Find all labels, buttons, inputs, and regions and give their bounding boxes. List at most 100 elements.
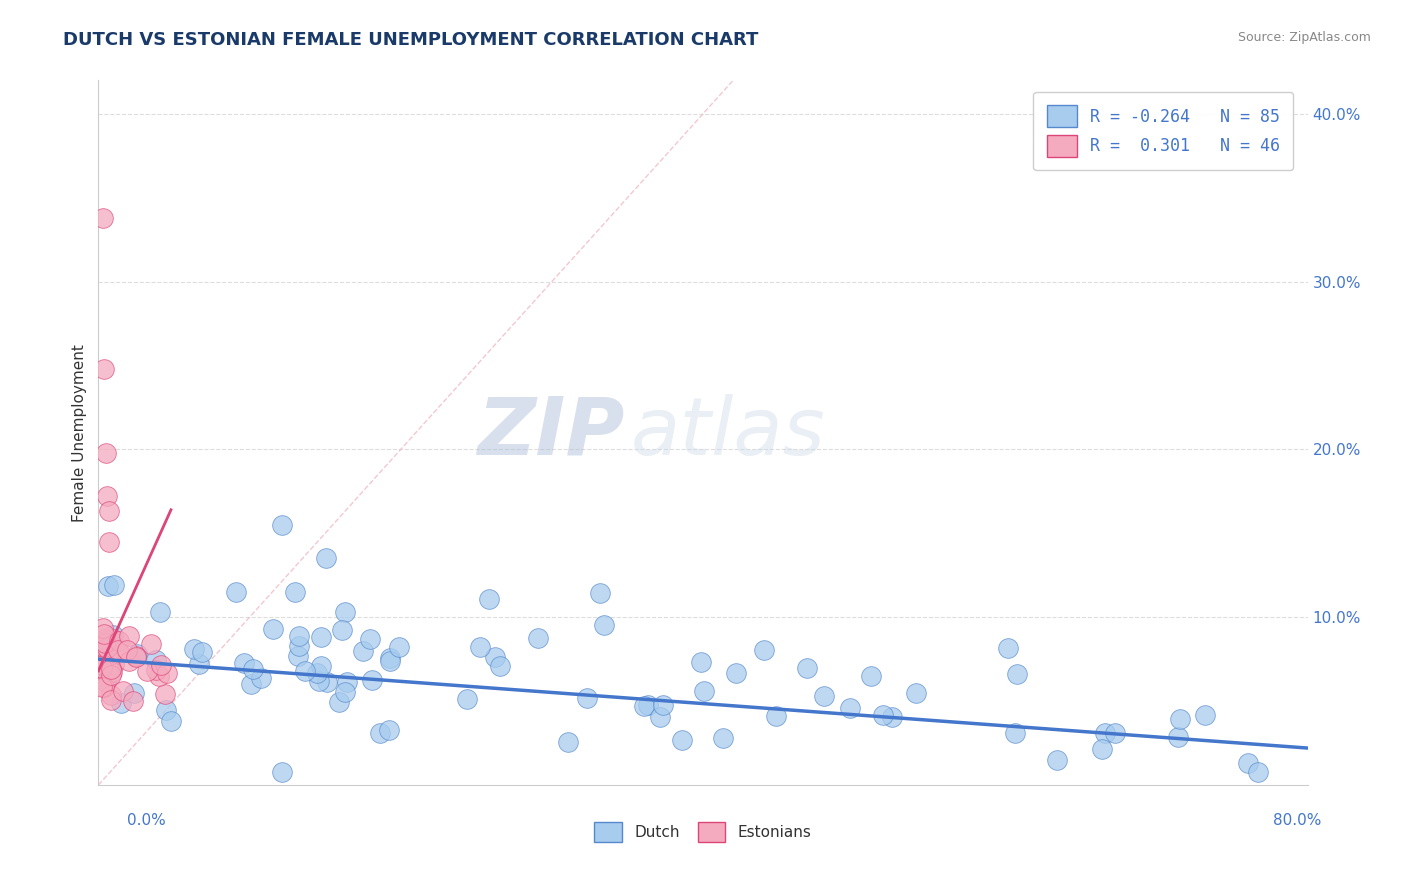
Point — [307, 666, 329, 681]
Point — [94, 636, 117, 650]
Point — [122, 686, 145, 700]
Point — [188, 657, 211, 672]
Point — [1247, 764, 1270, 779]
Point — [388, 640, 411, 655]
Legend: Dutch, Estonians: Dutch, Estonians — [588, 816, 818, 847]
Point — [118, 629, 141, 643]
Point — [100, 689, 122, 703]
Point — [100, 668, 122, 682]
Point — [380, 654, 402, 668]
Point — [101, 632, 124, 646]
Point — [101, 665, 124, 680]
Point — [380, 650, 402, 665]
Point — [1168, 712, 1191, 726]
Point — [456, 692, 478, 706]
Point — [103, 657, 125, 671]
Y-axis label: Female Unemployment: Female Unemployment — [72, 343, 87, 522]
Point — [250, 671, 273, 685]
Point — [315, 674, 337, 689]
Point — [725, 666, 748, 681]
Point — [93, 626, 115, 640]
Point — [100, 692, 122, 706]
Point — [880, 709, 903, 723]
Point — [489, 658, 512, 673]
Point — [125, 648, 148, 663]
Point — [1094, 725, 1116, 739]
Point — [294, 665, 316, 679]
Point — [315, 551, 337, 566]
Point — [270, 764, 292, 779]
Point — [98, 504, 121, 518]
Point — [156, 666, 179, 681]
Point — [575, 691, 598, 706]
Point — [225, 585, 247, 599]
Point — [270, 517, 292, 532]
Point — [633, 698, 655, 713]
Point — [98, 534, 121, 549]
Point — [93, 640, 115, 654]
Point — [127, 647, 149, 661]
Point — [232, 656, 254, 670]
Point — [557, 734, 579, 748]
Text: ZIP: ZIP — [477, 393, 624, 472]
Point — [484, 649, 506, 664]
Point — [592, 618, 614, 632]
Point — [98, 662, 121, 676]
Point — [153, 687, 176, 701]
Text: 80.0%: 80.0% — [1274, 814, 1322, 828]
Point — [648, 710, 671, 724]
Point — [872, 708, 894, 723]
Point — [93, 362, 115, 376]
Point — [149, 605, 172, 619]
Point — [333, 605, 356, 619]
Point — [93, 680, 115, 694]
Point — [103, 578, 125, 592]
Point — [637, 698, 659, 712]
Point — [287, 640, 309, 654]
Point — [693, 683, 716, 698]
Point — [100, 662, 122, 676]
Point — [309, 659, 332, 673]
Point — [284, 585, 307, 599]
Point — [103, 628, 125, 642]
Point — [330, 624, 353, 638]
Point — [904, 686, 927, 700]
Point — [124, 650, 146, 665]
Point — [754, 643, 776, 657]
Point — [91, 658, 114, 673]
Point — [96, 633, 118, 648]
Point — [333, 685, 356, 699]
Point — [796, 661, 818, 675]
Text: 0.0%: 0.0% — [127, 814, 166, 828]
Point — [91, 661, 114, 675]
Point — [1007, 667, 1029, 681]
Point — [145, 663, 167, 677]
Point — [97, 648, 120, 663]
Point — [287, 648, 309, 663]
Point — [159, 714, 181, 728]
Point — [1167, 730, 1189, 744]
Point — [107, 642, 129, 657]
Point — [1194, 707, 1216, 722]
Point — [115, 642, 138, 657]
Point — [91, 621, 114, 635]
Point — [378, 723, 401, 737]
Point — [997, 640, 1019, 655]
Point — [368, 726, 391, 740]
Point — [107, 633, 129, 648]
Point — [589, 586, 612, 600]
Point — [148, 669, 170, 683]
Point — [328, 695, 350, 709]
Text: DUTCH VS ESTONIAN FEMALE UNEMPLOYMENT CORRELATION CHART: DUTCH VS ESTONIAN FEMALE UNEMPLOYMENT CO… — [63, 31, 759, 49]
Point — [262, 622, 284, 636]
Point — [1046, 753, 1069, 767]
Point — [711, 731, 734, 746]
Point — [139, 637, 162, 651]
Point — [478, 592, 501, 607]
Point — [336, 675, 359, 690]
Point — [118, 654, 141, 668]
Point — [470, 640, 492, 654]
Point — [136, 664, 159, 678]
Point — [110, 696, 132, 710]
Point — [155, 703, 177, 717]
